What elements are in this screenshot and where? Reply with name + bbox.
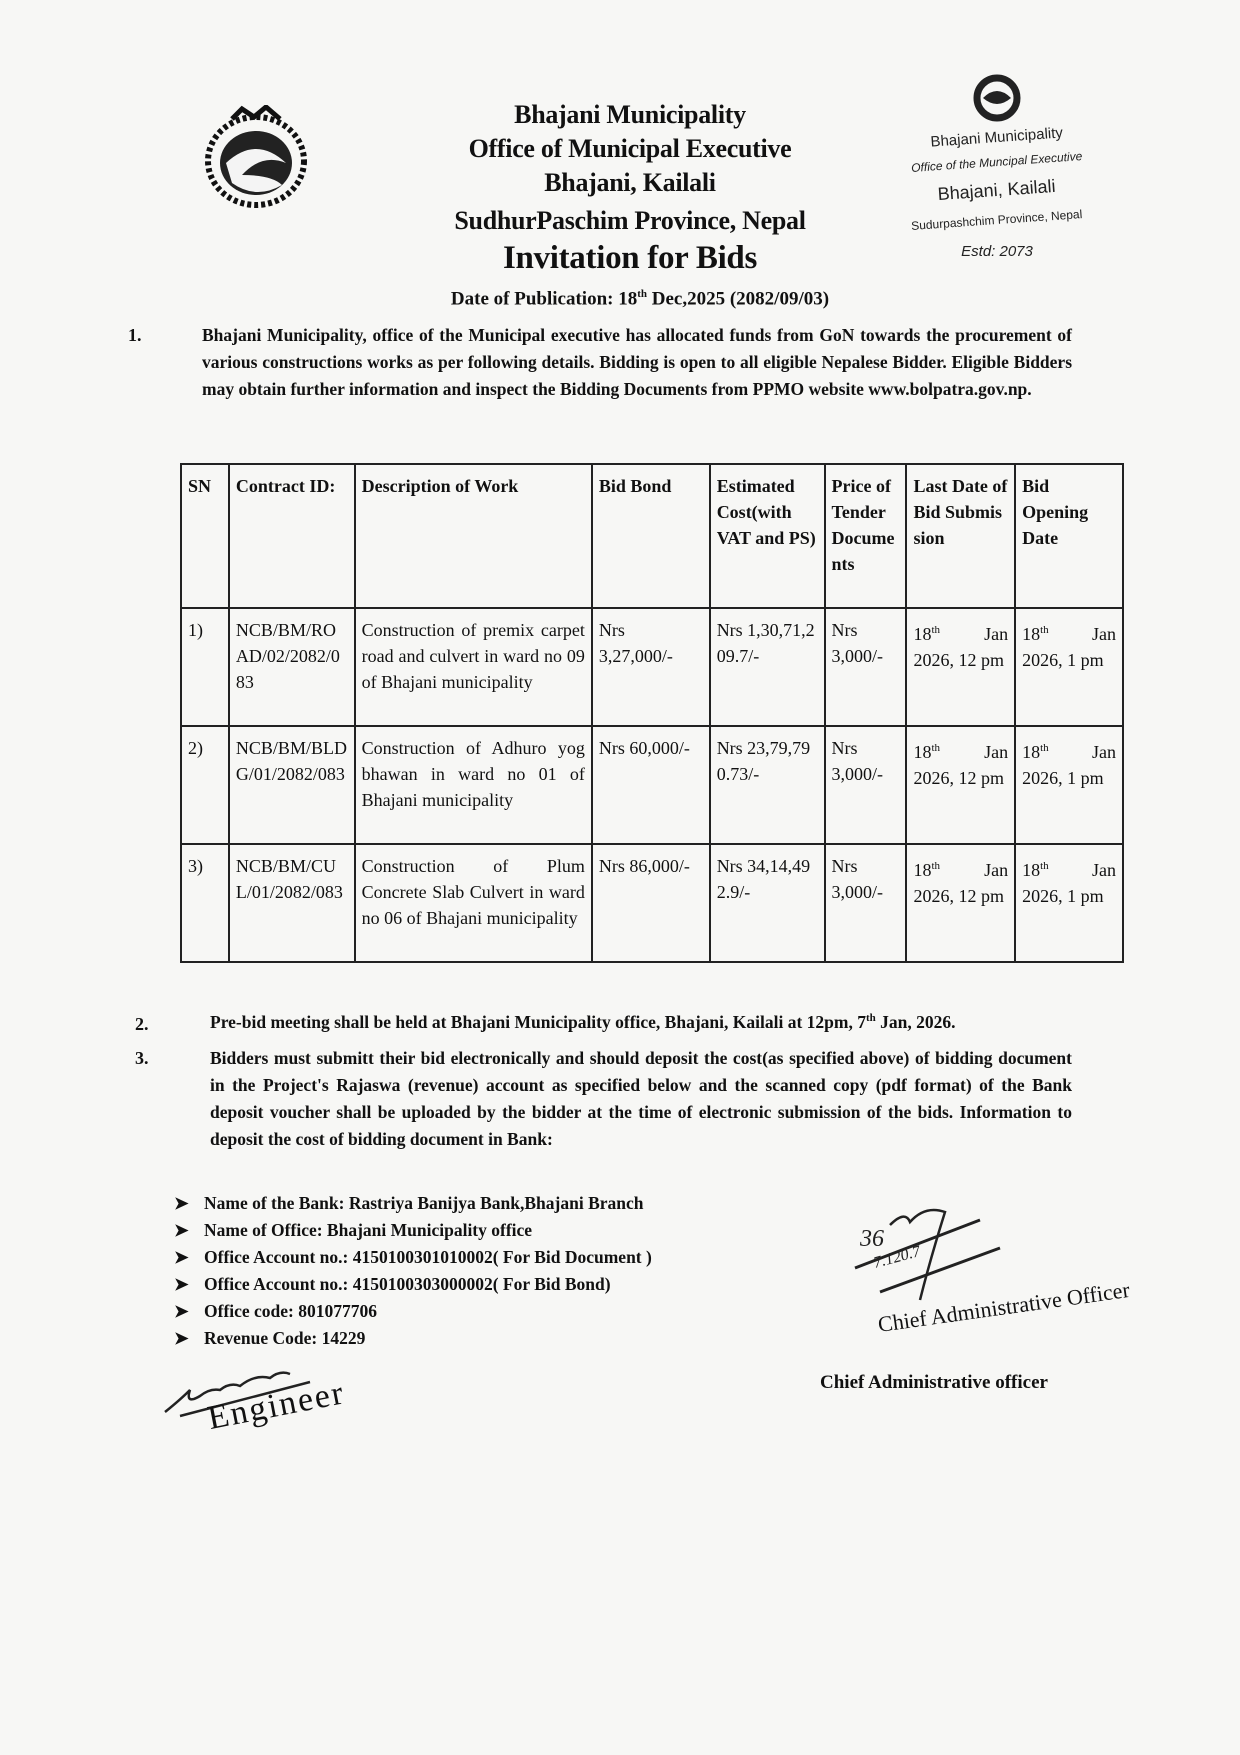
publication-date: Date of Publication: 18th Dec,2025 (2082… <box>450 288 830 310</box>
description-cell: Construction of premix carpet road and c… <box>353 607 593 727</box>
table-row: 1) NCB/BM/ROAD/02/2082/083 Construction of… <box>180 607 1124 727</box>
contract-id-cell: NCB/BM/CUL/01/2082/083 <box>227 843 356 963</box>
estimated-cost-cell: Nrs 1,30,71,209.7/- <box>708 607 826 727</box>
col-last-date: Last Date of Bid Submission <box>905 463 1017 609</box>
header-municipality: Bhajani Municipality <box>514 100 746 129</box>
bid-bond-cell: Nrs 3,27,000/- <box>590 607 711 727</box>
stamp-line-5: Estd: 2073 <box>961 243 1033 260</box>
col-estimated-cost: Estimated Cost(with VAT and PS) <box>708 463 826 609</box>
col-opening-date: Bid Opening Date <box>1014 463 1124 609</box>
list-item: ➤ Name of the Bank: Rastriya Banijya Bank… <box>174 1190 652 1217</box>
sn-cell: 3) <box>180 843 230 963</box>
description-cell: Construction of Plum Concrete Slab Culve… <box>353 843 593 963</box>
para-1-text: Bhajani Municipality, office of the Muni… <box>202 325 1072 399</box>
para-1-number: 1. <box>128 325 142 345</box>
bid-bond-cell: Nrs 86,000/- <box>590 843 711 963</box>
header-office: Office of Municipal Executive <box>468 134 792 163</box>
municipality-seal-stamp: Bhajani Municipality Office of the Munci… <box>911 74 1083 260</box>
svg-text:36: 36 <box>859 1226 884 1252</box>
contract-id-cell: NCB/BM/BLDG/01/2082/083 <box>227 725 356 845</box>
bids-table: SN Contract ID: Description of Work Bid … <box>180 463 1124 963</box>
para-3-text: Bidders must submitt their bid electroni… <box>210 1048 1072 1149</box>
table-header-row: SN Contract ID: Description of Work Bid … <box>180 463 1124 609</box>
para-3-number: 3. <box>135 1048 149 1068</box>
last-date-cell: 18th Jan 2026, 12 pm <box>905 607 1017 727</box>
arrowhead-right-icon: ➤ <box>174 1328 189 1348</box>
sn-cell: 2) <box>180 725 230 845</box>
last-date-cell: 18th Jan 2026, 12 pm <box>905 725 1017 845</box>
nepal-emblem-logo <box>205 105 307 208</box>
para-2-number: 2. <box>135 1014 149 1034</box>
opening-date-cell: 18th Jan 2026, 1 pm <box>1014 843 1124 963</box>
bank-details-list: ➤ Name of the Bank: Rastriya Banijya Bank… <box>174 1190 652 1352</box>
engineer-signature <box>164 1371 311 1418</box>
list-item: ➤ Name of Office: Bhajani Municipality of… <box>174 1217 652 1244</box>
col-price-tender: Price of Tender Documents <box>823 463 908 609</box>
table-row: 2) NCB/BM/BLDG/01/2082/083 Construction of… <box>180 725 1124 845</box>
stamp-line-1: Bhajani Municipality <box>930 124 1064 150</box>
col-sn: SN <box>180 463 230 609</box>
estimated-cost-cell: Nrs 23,79,790.73/- <box>708 725 826 845</box>
list-item: ➤ Office code: 801077706 <box>174 1298 652 1325</box>
col-contract-id: Contract ID: <box>227 463 356 609</box>
description-cell: Construction of Adhuro yog bhawan in war… <box>353 725 593 845</box>
tender-price-cell: Nrs 3,000/- <box>823 607 908 727</box>
tender-price-cell: Nrs 3,000/- <box>823 725 908 845</box>
cao-label: Chief Administrative officer <box>820 1372 1048 1393</box>
para-2-text: Pre-bid meeting shall be held at Bhajani… <box>210 1012 956 1032</box>
arrowhead-right-icon: ➤ <box>174 1220 189 1240</box>
sn-cell: 1) <box>180 607 230 727</box>
stamp-line-4: Sudurpashchim Province, Nepal <box>911 207 1083 233</box>
list-item: ➤ Office Account no.: 4150100301010002( F… <box>174 1244 652 1271</box>
list-item: ➤ Office Account no.: 4150100303000002( F… <box>174 1271 652 1298</box>
page-title: Invitation for Bids <box>502 240 758 276</box>
opening-date-cell: 18th Jan 2026, 1 pm <box>1014 725 1124 845</box>
col-bid-bond: Bid Bond <box>590 463 711 609</box>
tender-price-cell: Nrs 3,000/- <box>823 843 908 963</box>
bid-bond-cell: Nrs 60,000/- <box>590 725 711 845</box>
header-location: Bhajani, Kailali <box>544 168 716 197</box>
table-row: 3) NCB/BM/CUL/01/2082/083 Construction of … <box>180 843 1124 963</box>
col-description: Description of Work <box>353 463 593 609</box>
arrowhead-right-icon: ➤ <box>174 1301 189 1321</box>
arrowhead-right-icon: ➤ <box>174 1247 189 1267</box>
stamp-line-3: Bhajani, Kailali <box>937 176 1056 204</box>
list-item: ➤ Revenue Code: 14229 <box>174 1325 652 1352</box>
contract-id-cell: NCB/BM/ROAD/02/2082/083 <box>227 607 356 727</box>
cao-signature: 36 7.120.7 <box>854 1208 1001 1301</box>
estimated-cost-cell: Nrs 34,14,492.9/- <box>708 843 826 963</box>
arrowhead-right-icon: ➤ <box>174 1193 189 1213</box>
header-province: SudhurPaschim Province, Nepal <box>454 206 806 235</box>
arrowhead-right-icon: ➤ <box>174 1274 189 1294</box>
stamp-line-2: Office of the Muncipal Executive <box>911 149 1083 175</box>
last-date-cell: 18th Jan 2026, 12 pm <box>905 843 1017 963</box>
opening-date-cell: 18th Jan 2026, 1 pm <box>1014 607 1124 727</box>
